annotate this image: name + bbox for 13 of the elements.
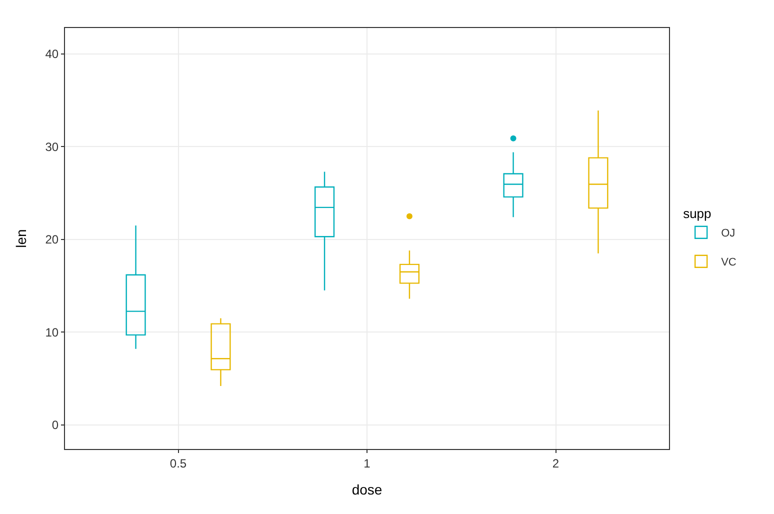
y-tick-label: 0 (52, 418, 59, 432)
legend-title: supp (683, 206, 712, 221)
x-tick-label: 0.5 (170, 456, 187, 470)
x-axis-title: dose (352, 482, 382, 498)
y-tick-label: 10 (45, 325, 59, 340)
y-axis-title: len (12, 229, 29, 248)
y-tick-label: 40 (45, 47, 59, 62)
legend-label: VC (721, 256, 736, 269)
legend-label: OJ (721, 228, 736, 240)
y-tick-label: 20 (45, 232, 59, 247)
x-tick-label: 1 (364, 456, 371, 470)
y-tick-label: 30 (45, 140, 59, 154)
x-tick-label: 2 (552, 456, 560, 470)
